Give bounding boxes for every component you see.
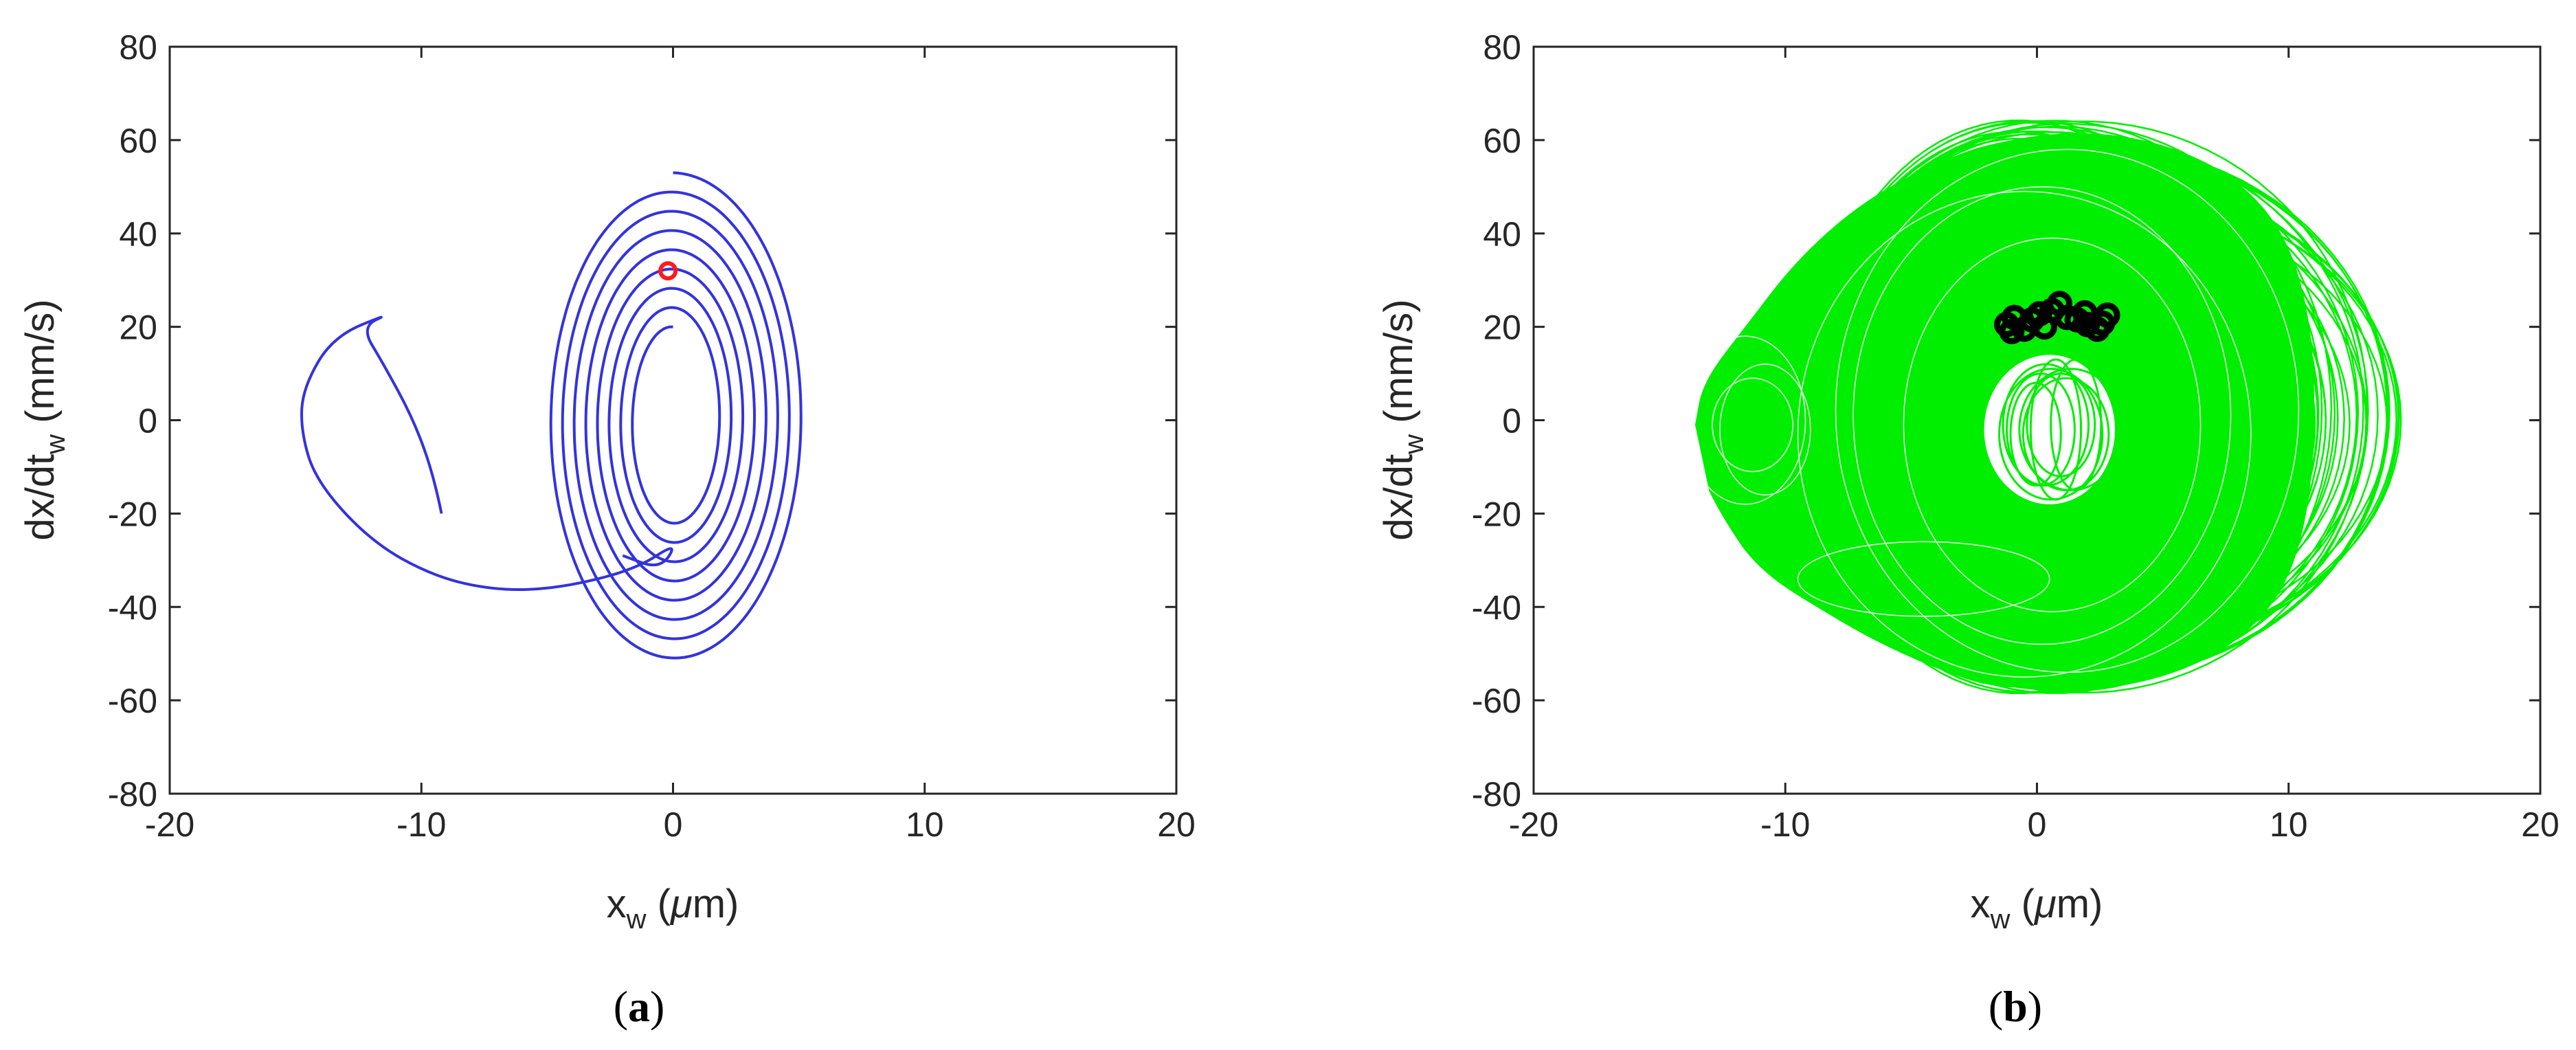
y-tick-label-a-2: 40 — [119, 215, 157, 254]
left-lobe-gap — [1712, 377, 1794, 473]
transient-curve — [300, 315, 673, 591]
x-tick-label-a-0: -20 — [145, 805, 194, 844]
x-tick-label-a-4: 20 — [1157, 805, 1196, 844]
y-tick-label-b-5: -20 — [1472, 495, 1521, 533]
ticks-b: -20 -10 0 10 20 80 60 40 20 0 -20 -40 -60 -80 — [1472, 28, 2560, 844]
poincare-marker-b-15 — [2090, 310, 2116, 336]
y-tick-label-a-0: 80 — [119, 28, 157, 67]
poincare-marker-b-14 — [2072, 300, 2098, 326]
panel-label-b: (b) — [1989, 982, 2042, 1031]
data-a — [300, 171, 803, 660]
attractor-gap-0 — [1903, 237, 2202, 612]
y-tick-label-b-3: 20 — [1483, 309, 1521, 347]
y-tick-label-b-1: 60 — [1483, 122, 1521, 160]
x-tick-label-b-2: 0 — [2028, 805, 2047, 844]
panel-b: -20 -10 0 10 20 80 60 40 20 0 -20 -40 -60 -80 xw (μm)… — [1376, 28, 2560, 1031]
attractor-gap-6 — [1797, 541, 2050, 617]
inner-loop-3 — [1998, 368, 2104, 501]
y-tick-label-b-2: 40 — [1483, 215, 1521, 254]
y-tick-label-a-6: -40 — [108, 588, 157, 627]
attractor-gap-5 — [1683, 335, 1806, 505]
x-tick-label-b-1: -10 — [1760, 805, 1810, 844]
x-tick-label-b-3: 10 — [2270, 805, 2308, 844]
y-tick-label-a-7: -60 — [108, 682, 157, 720]
poincare-marker-b-13 — [2026, 301, 2052, 327]
y-tick-label-a-4: 0 — [138, 402, 157, 440]
panel-label-a: (a) — [614, 982, 665, 1031]
limit-cycle-spiral — [549, 171, 803, 660]
y-axis-label-b: dx/dtw (mm/s) — [1376, 299, 1429, 540]
ticks-a: -20 -10 0 10 20 80 60 40 20 0 -20 -40 -60 -80 — [108, 28, 1196, 844]
attractor-gap-4 — [1719, 364, 1811, 496]
x-tick-label-a-1: -10 — [396, 805, 446, 844]
x-tick-label-b-4: 20 — [2521, 805, 2560, 844]
data-b — [1683, 120, 2402, 695]
x-axis-label-a: xw (μm) — [607, 882, 739, 935]
poincare-marker-a-0 — [658, 261, 678, 281]
panel-a: -20 -10 0 10 20 80 60 40 20 0 -20 -40 -60 -80 xw (μm)… — [18, 28, 1196, 1031]
inner-loop-8 — [2050, 358, 2103, 491]
y-tick-label-a-5: -20 — [108, 495, 157, 533]
y-tick-label-a-1: 60 — [119, 122, 157, 160]
y-tick-label-b-6: -40 — [1472, 588, 1521, 627]
poincare-marker-b-12 — [1999, 318, 2025, 344]
y-tick-label-a-8: -80 — [108, 775, 157, 814]
inner-loop-4 — [2029, 358, 2083, 501]
y-tick-label-a-3: 20 — [119, 309, 157, 347]
inner-loop-7 — [2018, 368, 2124, 491]
x-tick-label-a-3: 10 — [906, 805, 944, 844]
plot-area-a — [168, 45, 1178, 795]
x-tick-label-b-0: -20 — [1509, 805, 1558, 844]
y-tick-label-b-0: 80 — [1483, 28, 1521, 67]
attractor-gap-3 — [1797, 190, 2252, 678]
y-tick-label-b-7: -60 — [1472, 682, 1521, 720]
attractor-gap-1 — [1852, 186, 2232, 645]
x-tick-label-a-2: 0 — [664, 805, 683, 844]
y-axis-label-a: dx/dtw (mm/s) — [18, 299, 71, 540]
y-tick-label-b-8: -80 — [1472, 775, 1521, 814]
x-axis-label-b: xw (μm) — [1971, 882, 2103, 935]
y-tick-label-b-4: 0 — [1502, 402, 1521, 440]
